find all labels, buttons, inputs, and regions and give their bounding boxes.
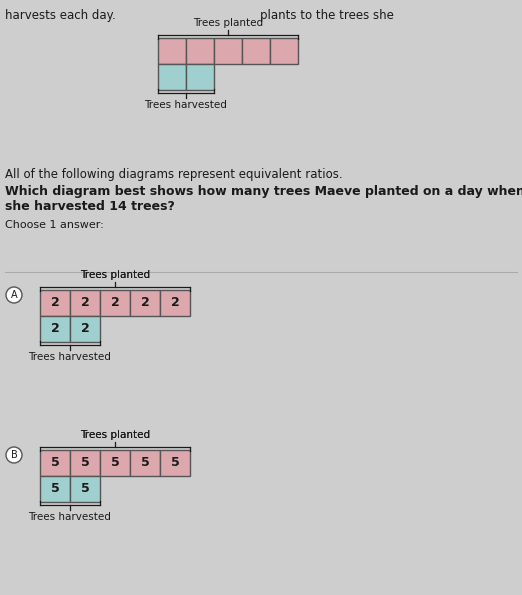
Text: All of the following diagrams represent equivalent ratios.: All of the following diagrams represent … xyxy=(5,168,342,181)
Text: Trees planted: Trees planted xyxy=(80,430,150,440)
Bar xyxy=(270,38,298,64)
Bar xyxy=(70,476,100,502)
Bar xyxy=(40,290,70,316)
Text: 5: 5 xyxy=(80,483,89,496)
Text: 2: 2 xyxy=(51,296,60,309)
Bar xyxy=(70,290,100,316)
Bar xyxy=(40,476,70,502)
Bar xyxy=(40,450,70,476)
Text: 2: 2 xyxy=(140,296,149,309)
Text: Trees planted: Trees planted xyxy=(193,18,263,28)
Text: Which diagram best shows how many trees Maeve planted on a day when: Which diagram best shows how many trees … xyxy=(5,185,522,198)
Text: 2: 2 xyxy=(80,322,89,336)
Text: Choose 1 answer:: Choose 1 answer: xyxy=(5,220,104,230)
Text: 2: 2 xyxy=(171,296,180,309)
Bar xyxy=(70,450,100,476)
Text: 5: 5 xyxy=(111,456,120,469)
Text: Trees planted: Trees planted xyxy=(80,270,150,280)
Bar xyxy=(214,38,242,64)
Bar xyxy=(186,64,214,90)
Text: Trees planted: Trees planted xyxy=(80,430,150,440)
Bar xyxy=(186,38,214,64)
Bar xyxy=(100,290,130,316)
Bar xyxy=(100,450,130,476)
Bar xyxy=(130,450,160,476)
Text: plants to the trees she: plants to the trees she xyxy=(260,9,394,22)
Text: 5: 5 xyxy=(140,456,149,469)
Circle shape xyxy=(6,287,22,303)
Text: 2: 2 xyxy=(80,296,89,309)
Bar xyxy=(160,450,190,476)
Text: 5: 5 xyxy=(171,456,180,469)
Text: B: B xyxy=(10,450,17,460)
Circle shape xyxy=(6,447,22,463)
Text: 5: 5 xyxy=(51,456,60,469)
Bar xyxy=(130,290,160,316)
Bar xyxy=(70,316,100,342)
Bar xyxy=(158,64,186,90)
Text: Trees harvested: Trees harvested xyxy=(145,100,228,110)
Text: Trees harvested: Trees harvested xyxy=(29,512,111,522)
Text: she harvested 14 trees?: she harvested 14 trees? xyxy=(5,200,175,213)
Bar xyxy=(40,316,70,342)
Text: 5: 5 xyxy=(51,483,60,496)
Bar xyxy=(242,38,270,64)
Text: 2: 2 xyxy=(51,322,60,336)
Bar xyxy=(160,290,190,316)
Text: A: A xyxy=(10,290,17,300)
Text: 2: 2 xyxy=(111,296,120,309)
Text: harvests each day.: harvests each day. xyxy=(5,9,116,22)
Text: Trees harvested: Trees harvested xyxy=(29,352,111,362)
Text: Trees planted: Trees planted xyxy=(80,270,150,280)
Bar xyxy=(158,38,186,64)
Text: 5: 5 xyxy=(80,456,89,469)
